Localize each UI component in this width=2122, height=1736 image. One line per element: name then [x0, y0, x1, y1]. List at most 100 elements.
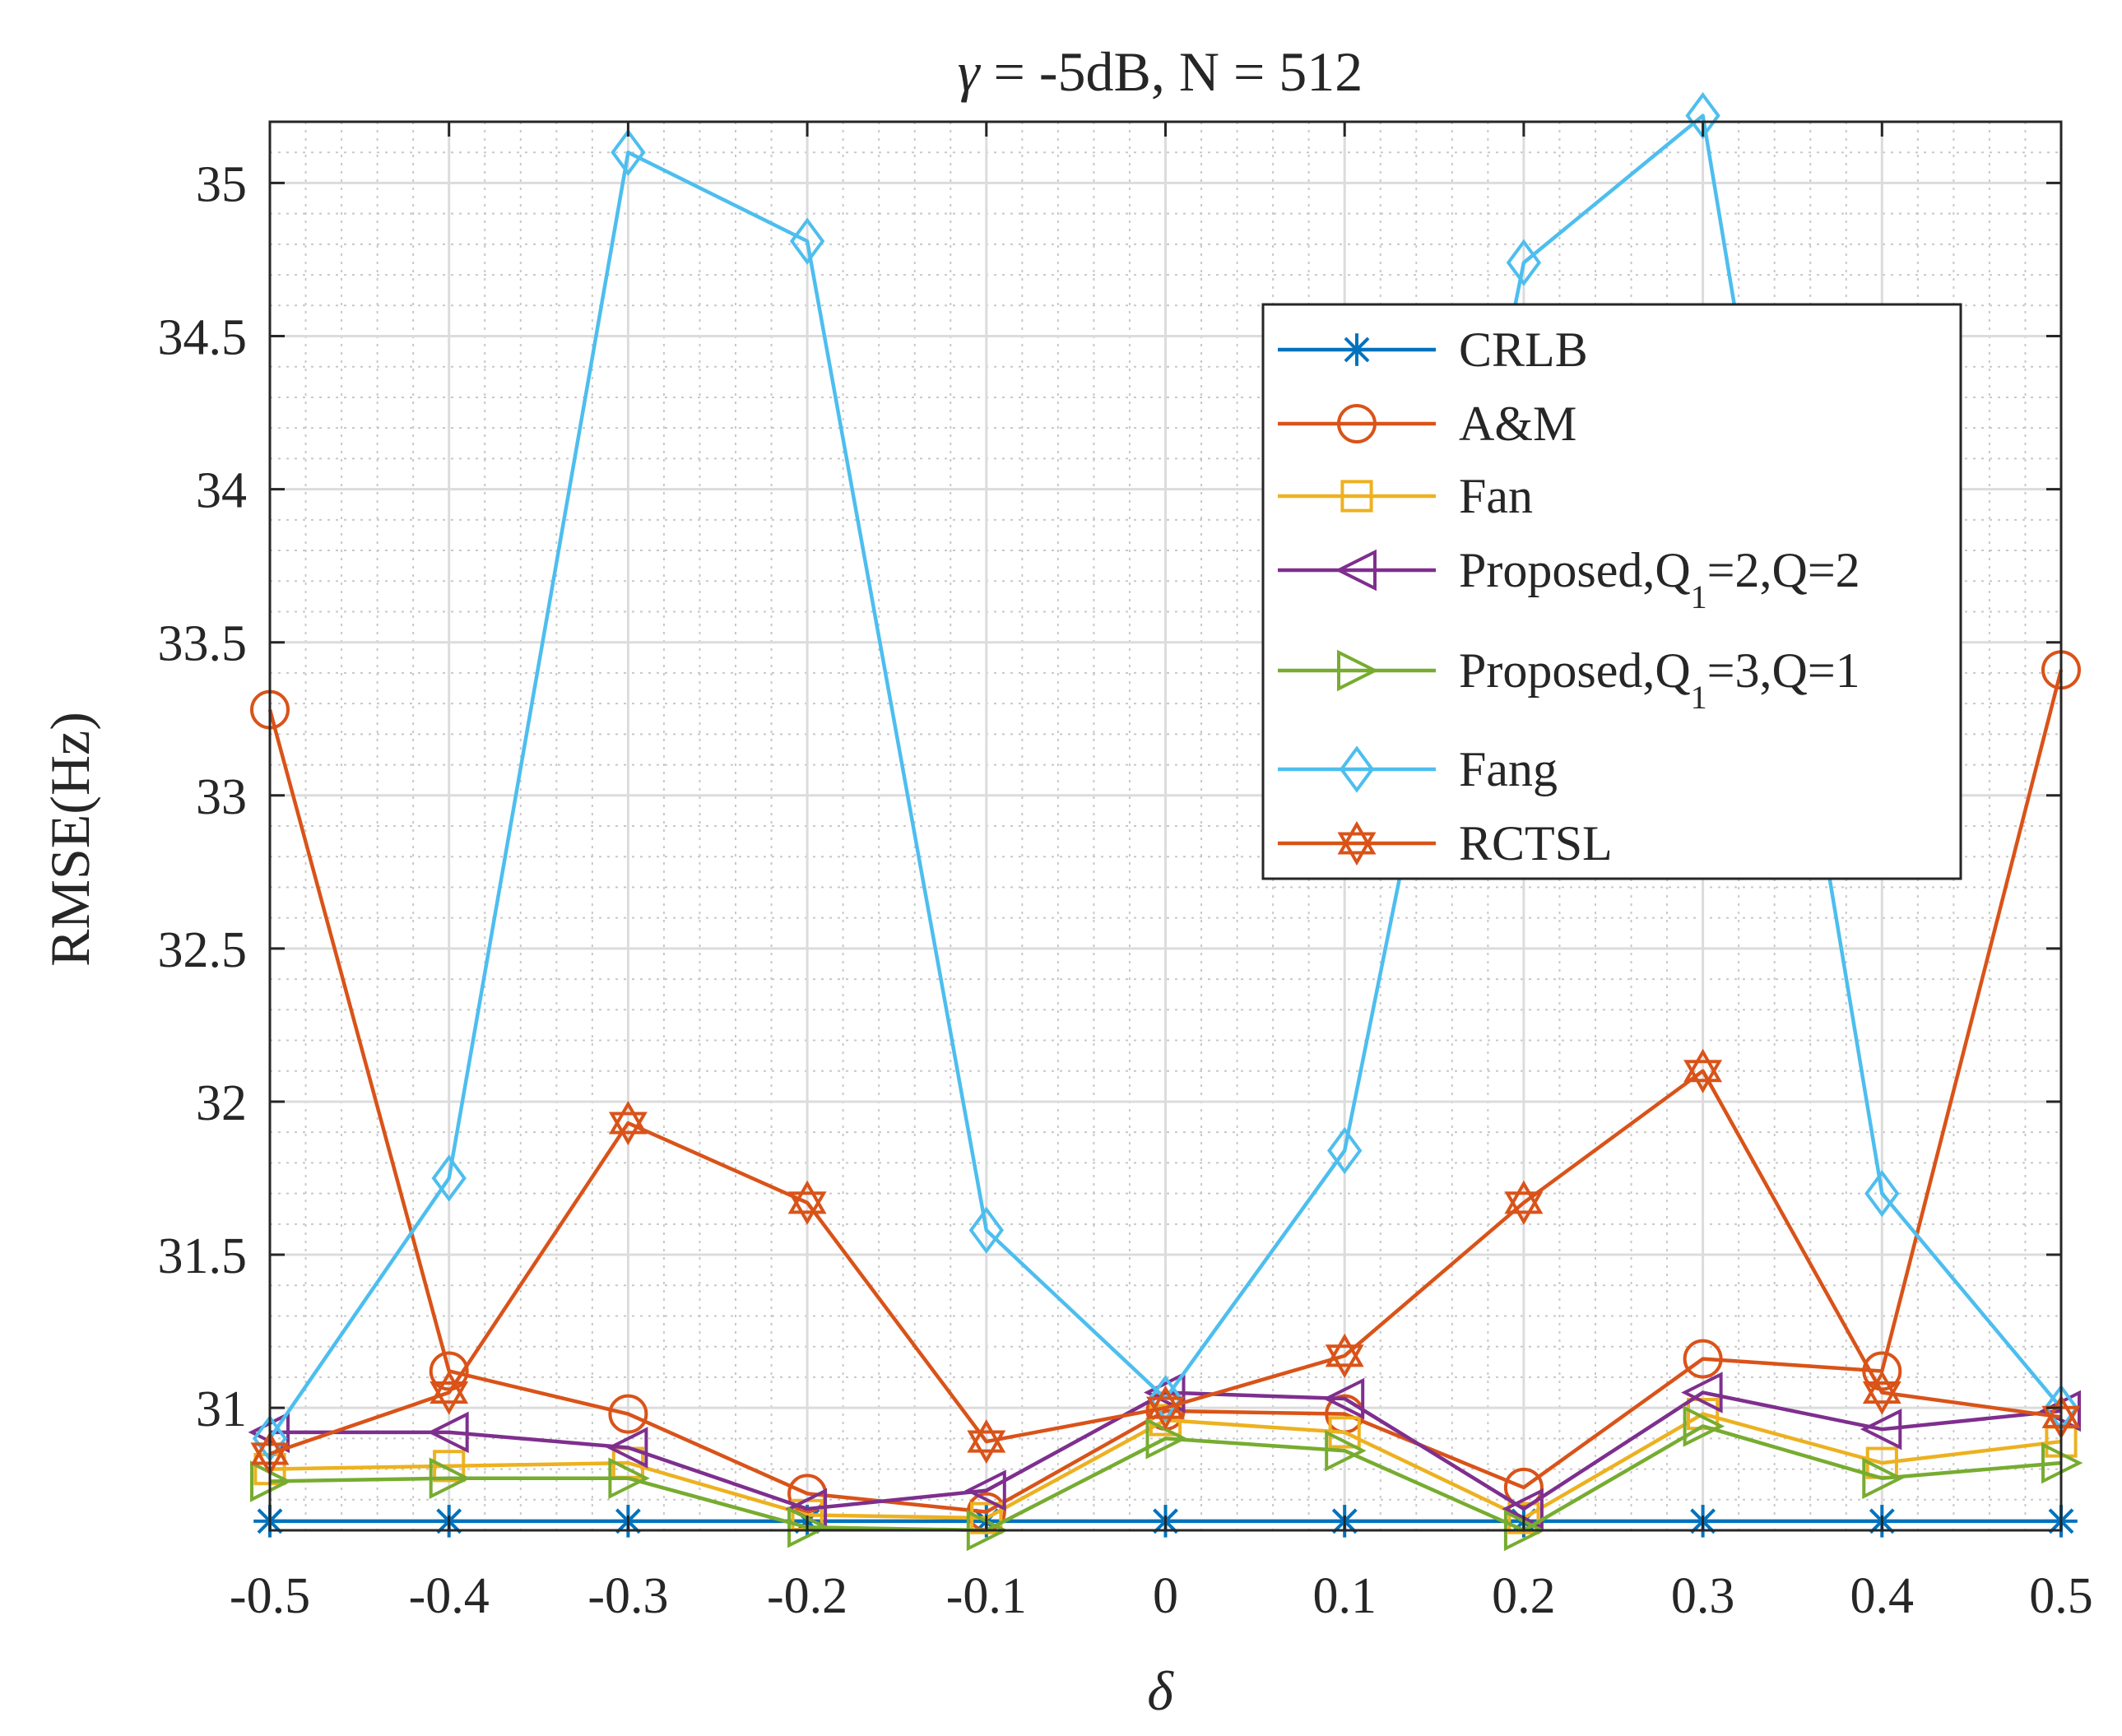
data-point [1683, 1048, 1723, 1093]
x-tick-label: -0.2 [767, 1568, 847, 1624]
x-tick-label: -0.4 [409, 1568, 490, 1624]
data-point [968, 1206, 1004, 1254]
legend-marker [1335, 549, 1377, 592]
data-point [611, 128, 646, 176]
legend-label: Proposed,Q1=2,Q=2 [1459, 543, 1860, 615]
data-point [1144, 1372, 1186, 1413]
data-point [429, 1457, 471, 1499]
data-point [787, 1180, 827, 1225]
legend-label-main: RCTSL [1459, 816, 1613, 870]
data-point [606, 1427, 648, 1469]
legend-marker [1337, 649, 1379, 692]
series-line [269, 1069, 2062, 1456]
data-point [1683, 1339, 1723, 1379]
series-line [269, 1424, 2062, 1533]
series-line [270, 1390, 2062, 1511]
legend-label: RCTSL [1459, 816, 1613, 870]
x-tick-label: 0.3 [1671, 1568, 1735, 1624]
data-point [427, 1411, 469, 1454]
y-tick-label: 31.5 [158, 1228, 248, 1284]
x-tick-label: -0.3 [587, 1568, 668, 1624]
chart-title-symbol: γ [958, 40, 982, 103]
data-point [970, 1502, 1003, 1534]
y-tick-label: 34.5 [158, 310, 248, 366]
legend-label-subscript: 1 [1691, 578, 1707, 615]
data-point [1506, 239, 1542, 286]
legend-label: CRLB [1459, 323, 1588, 377]
y-tick-label: 34 [196, 463, 247, 519]
legend-label-main: Proposed,Q [1459, 643, 1691, 698]
chart-title: γ = -5dB, N = 512 [958, 40, 1363, 103]
minor-grid [270, 121, 2061, 1531]
legend-label: Fan [1459, 469, 1533, 523]
data-point [1687, 1397, 1720, 1431]
data-point [1503, 1467, 1544, 1507]
legend-label-main: Fang [1459, 742, 1558, 796]
x-tick-label: 0.2 [1492, 1568, 1556, 1624]
data-point [1146, 1386, 1185, 1431]
data-point [1862, 1370, 1901, 1415]
data-point [431, 1154, 467, 1202]
legend-label: Fang [1459, 742, 1558, 796]
data-point [1862, 1457, 1904, 1499]
x-tick-label: -0.5 [230, 1568, 310, 1624]
data-point [964, 1469, 1006, 1511]
y-tick-label: 33.5 [158, 616, 248, 672]
data-point [1507, 1502, 1540, 1534]
legend-marker [1340, 480, 1373, 513]
data-point [1864, 1169, 1900, 1218]
data-point [608, 1394, 648, 1434]
data-point [433, 1450, 466, 1483]
data-point [1327, 1126, 1363, 1175]
data-point [967, 1418, 1006, 1464]
y-tick-label: 31 [196, 1381, 247, 1437]
legend-entry: Fang [1278, 742, 1558, 796]
legend-entry: RCTSL [1278, 816, 1613, 870]
legend-label-main: Proposed,Q [1459, 543, 1691, 597]
data-point [430, 1370, 469, 1415]
x-tick-label: 0.4 [1850, 1568, 1915, 1624]
legend-entry: Proposed,Q1=2,Q=2 [1278, 543, 1860, 615]
x-tick-label: -0.1 [946, 1568, 1027, 1624]
legend-label-main: A&M [1459, 397, 1576, 451]
legend-entry: Proposed,Q1=3,Q=1 [1278, 643, 1860, 716]
y-tick-label: 33 [196, 769, 247, 825]
legend-marker [1337, 404, 1377, 443]
data-point [1325, 1429, 1367, 1472]
data-point [1149, 1404, 1182, 1437]
chart-title-text: = -5dB, N = 512 [979, 40, 1363, 103]
data-point [608, 1457, 650, 1499]
data-point [789, 217, 825, 265]
legend: CRLBA&MFanProposed,Q1=2,Q=2Proposed,Q1=3… [1261, 303, 1962, 880]
legend-entry: A&M [1278, 397, 1576, 451]
y-tick-label: 32.5 [158, 922, 248, 978]
data-point [1504, 1180, 1544, 1225]
legend-label-main: Fan [1459, 469, 1533, 523]
x-tick-label: 0 [1153, 1568, 1178, 1624]
legend-label-rest: =2,Q=2 [1707, 543, 1860, 597]
series-line [267, 669, 2064, 1514]
y-tick-label: 32 [196, 1075, 247, 1131]
data-point [1683, 1405, 1725, 1447]
data-point [1681, 1372, 1723, 1413]
x-axis-title: δ [1147, 1659, 1174, 1722]
data-point [1148, 1375, 1183, 1423]
legend-label-subscript: 1 [1691, 679, 1707, 716]
legend-box [1261, 303, 1962, 880]
data-point [1328, 1416, 1361, 1449]
legend-label-main: CRLB [1459, 323, 1588, 377]
x-tick-label: 0.1 [1312, 1568, 1377, 1624]
legend-marker [1337, 820, 1377, 866]
legend-label: A&M [1459, 397, 1576, 451]
y-tick-label: 35 [196, 156, 247, 212]
x-axis-ticks: -0.5 -0.4 -0.3 -0.2 -0.1 0 0.1 0.2 0.3 0.4 0.5 [230, 122, 2093, 1624]
y-axis-title: RMSE(Hz) [39, 712, 101, 967]
data-point [1325, 1333, 1364, 1378]
legend-entry: Fan [1278, 469, 1533, 523]
legend-entry: CRLB [1278, 323, 1588, 377]
x-tick-label: 0.5 [2029, 1568, 2093, 1624]
data-point [1860, 1408, 1902, 1451]
y-axis-ticks: 31 31.5 32 32.5 33 33.5 34 34.5 35 [158, 156, 2061, 1437]
legend-marker [1339, 745, 1375, 793]
